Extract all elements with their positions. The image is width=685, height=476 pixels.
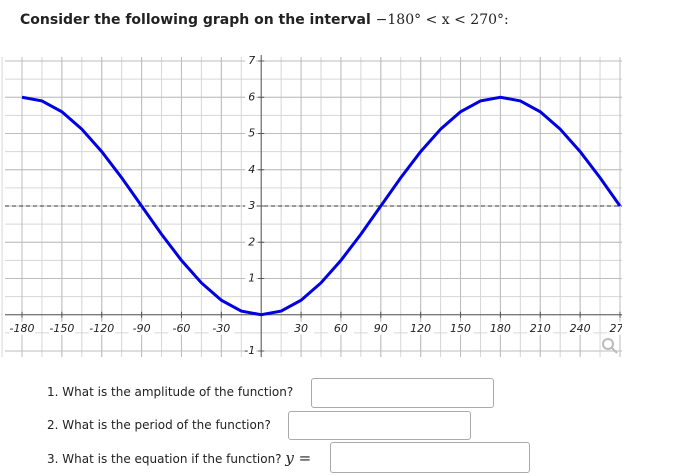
x-tick-label: -90 [133,322,151,335]
x-tick-label: -60 [172,322,190,335]
label-bg [245,55,257,67]
x-tick-label: 180 [490,322,511,335]
interval: −180° < x < 270°: [375,12,509,28]
label-bg [48,321,75,335]
question: 3. What is the equation if the function?… [47,449,311,467]
label-bg [527,321,554,335]
label-bg [128,321,155,335]
x-tick-label: 120 [410,322,431,335]
question: 2. What is the period of the function? [47,418,271,432]
label-bg [208,321,235,335]
y-tick-label: 4 [248,163,255,176]
label-bg [88,321,115,335]
equation-prefix: y = [285,449,312,467]
x-tick-label: 150 [450,322,471,335]
x-tick-label: -180 [10,322,35,335]
x-tick-label: 210 [530,322,551,335]
question: 1. What is the amplitude of the function… [47,385,294,399]
label-bg [487,321,514,335]
y-tick-label: 7 [248,54,255,67]
label-bg [567,321,594,335]
label-bg [245,127,257,140]
label-bg [245,91,257,104]
x-tick-label: -120 [89,322,114,335]
answer-input[interactable] [330,442,530,473]
answer-input[interactable] [311,378,494,408]
y-tick-label: 1 [248,272,255,285]
y-tick-label: 3 [248,199,255,212]
x-tick-label: 90 [374,322,388,335]
x-tick-label: 30 [294,322,308,335]
label-bg [9,321,35,335]
label-bg [607,321,622,335]
answer-input[interactable] [288,411,471,440]
x-tick-label: 60 [334,322,348,335]
x-tick-label: 270 [610,322,623,335]
x-tick-label: 240 [570,322,591,335]
x-tick-label: -30 [212,322,230,335]
label-bg [407,321,434,335]
x-tick-label: -150 [49,322,74,335]
label-bg [245,236,257,249]
curve [21,95,622,317]
label-bg [245,163,257,176]
question-text: 3. What is the equation if the function? [47,452,282,466]
y-tick-label: 2 [248,235,255,248]
label-bg [367,321,394,335]
label-bg [327,321,354,335]
label-bg [245,200,257,212]
label-bg [447,321,474,335]
y-tick-label: -1 [244,344,255,357]
y-tick-label: 6 [248,90,255,103]
label-bg [245,345,257,357]
label-bg [288,321,315,335]
label-bg [168,321,195,335]
chart: -180 -150 -120 -90 -60 -30 30 60 90 120 150 180 210 2… [1,54,623,357]
title-text: Consider the following graph on the inte… [20,12,371,28]
y-tick-label: 5 [248,127,255,140]
label-bg [245,272,257,285]
title: Consider the following graph on the inte… [20,12,509,28]
zoom-icon[interactable] [600,336,620,356]
